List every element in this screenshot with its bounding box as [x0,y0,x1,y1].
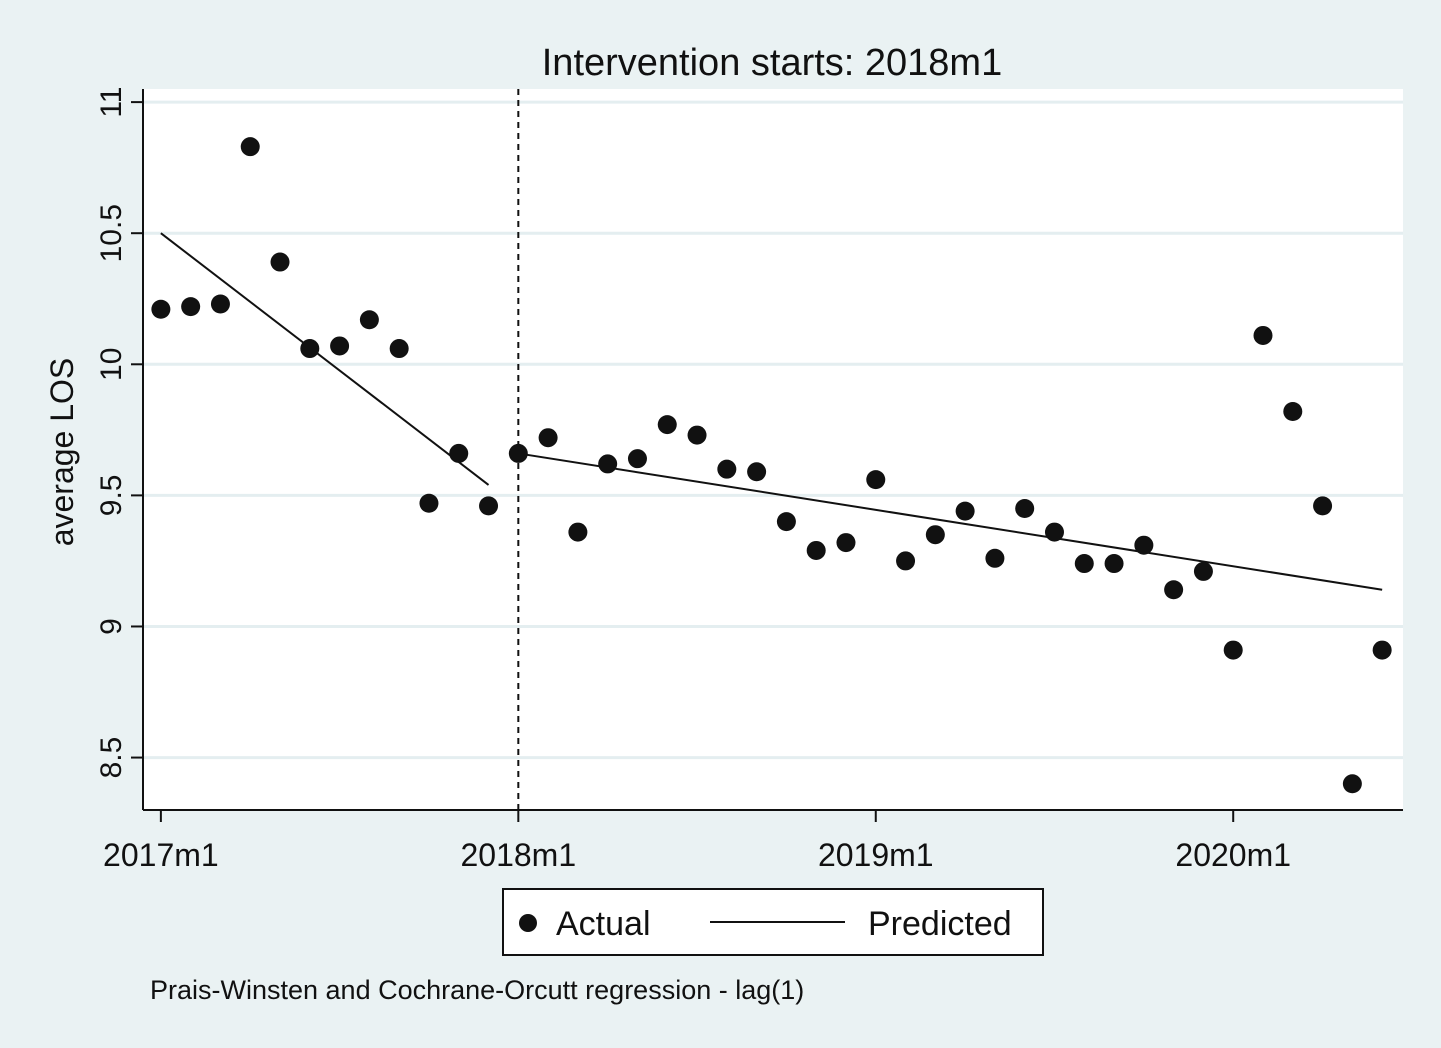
y-tick-label: 10 [95,348,128,381]
legend-actual-marker [519,914,537,932]
actual-point [1223,640,1243,660]
x-tick-label: 2020m1 [1175,837,1291,873]
actual-point [776,512,796,532]
actual-point [866,470,886,490]
x-tick-label: 2018m1 [460,837,576,873]
x-tick-label: 2019m1 [818,837,934,873]
actual-point [270,252,290,272]
axes [142,89,1403,811]
predicted-segment [160,232,490,486]
y-tick-label: 9 [95,618,128,635]
actual-point [1134,535,1154,555]
gridlines [143,100,1403,760]
legend-predicted-label: Predicted [868,905,1012,943]
y-tick-label: 8.5 [95,737,128,779]
actual-point [985,548,1005,568]
actual-point [449,443,469,463]
x-ticks: 2017m1 2018m1 2019m1 2020m1 [103,810,1291,873]
actual-point [1044,522,1064,542]
actual-point [687,425,707,445]
legend-actual-label: Actual [556,905,651,943]
actual-point [806,540,826,560]
actual-point [240,137,260,157]
actual-point [955,501,975,521]
y-axis-label: average LOS [44,358,80,547]
footnote: Prais-Winsten and Cochrane-Orcutt regres… [150,975,804,1005]
actual-point [330,336,350,356]
predicted-series [160,232,1383,591]
actual-point [508,443,528,463]
y-tick-label: 9.5 [95,475,128,517]
y-tick-label: 10.5 [95,204,128,262]
actual-point [300,339,320,359]
y-ticks: 8.5 9 9.5 10 10.5 11 [95,87,143,779]
legend: Actual Predicted [502,888,1044,956]
predicted-segment [518,452,1383,591]
actual-point [419,493,439,513]
actual-point [627,449,647,469]
chart-title: Intervention starts: 2018m1 [542,42,1002,84]
actual-point [836,533,856,553]
actual-point [1164,580,1184,600]
actual-point [568,522,588,542]
actual-point [1253,325,1273,345]
actual-point [925,525,945,545]
plot-area [143,89,1403,810]
actual-point [598,454,618,474]
actual-point [1342,774,1362,794]
actual-point [181,297,201,317]
actual-point [538,428,558,448]
actual-point [210,294,230,314]
y-tick-label: 11 [95,87,128,118]
actual-series [151,137,1392,794]
actual-point [1104,554,1124,574]
actual-point [1313,496,1333,516]
actual-point [747,462,767,482]
actual-point [389,339,409,359]
actual-point [359,310,379,330]
actual-point [151,299,171,319]
actual-point [479,496,499,516]
actual-point [1283,401,1303,421]
actual-point [896,551,916,571]
actual-point [1074,554,1094,574]
actual-point [657,415,677,435]
x-tick-label: 2017m1 [103,837,219,873]
actual-point [1015,498,1035,518]
actual-point [1372,640,1392,660]
actual-point [1193,561,1213,581]
actual-point [717,459,737,479]
